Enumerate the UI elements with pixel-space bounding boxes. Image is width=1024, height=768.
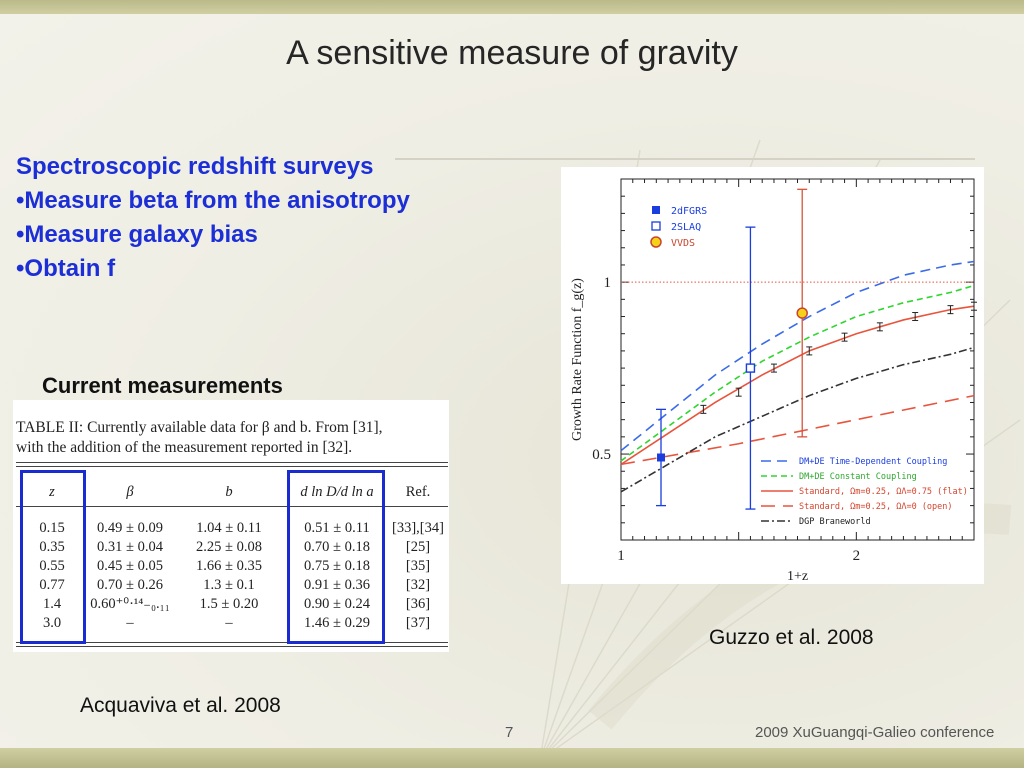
data-point-2dfgrs — [657, 453, 666, 462]
series-line — [620, 260, 975, 452]
table-cell: 1.04 ± 0.11 — [196, 520, 262, 536]
citation-guzzo: Guzzo et al. 2008 — [709, 626, 874, 649]
table-cell: 0.45 ± 0.05 — [97, 558, 163, 574]
bottom-bar — [0, 748, 1024, 768]
x-tick-label: 1 — [617, 548, 625, 564]
table-cell: [36] — [405, 596, 431, 612]
series-line — [620, 284, 975, 462]
bullet-item: •Measure beta from the anisotropy — [16, 187, 410, 214]
table-cell: 1.66 ± 0.35 — [196, 558, 262, 574]
highlight-z-column — [20, 470, 86, 644]
y-tick-label: 0.5 — [592, 447, 611, 463]
x-axis-label: 1+z — [787, 569, 808, 584]
table-cell: 0.35 — [39, 539, 65, 555]
table-cell: – — [225, 615, 233, 631]
table-cell: [33],[34] — [392, 520, 444, 536]
footer-text: 2009 XuGuangqi-Galieo conference — [755, 724, 995, 741]
table-cell: 0.70 ± 0.26 — [97, 577, 163, 593]
table-cell: [37] — [405, 615, 431, 631]
citation-acquaviva: Acquaviva et al. 2008 — [80, 694, 281, 717]
table-cell: 0.70 ± 0.18 — [304, 539, 370, 555]
legend-marker-2slaq — [651, 221, 661, 231]
current-measurements-heading: Current measurements — [42, 373, 283, 398]
growth-rate-chart: 1 2 0.5 1 1+z Growth Rate Function f_g(z) 2dFG… — [561, 167, 984, 584]
table-header-dlnd: d ln D/d ln a — [300, 484, 374, 500]
table-cell: 2.25 ± 0.08 — [196, 539, 262, 555]
top-bar — [0, 0, 1024, 14]
bullet-heading: Spectroscopic redshift surveys — [16, 153, 374, 180]
table-cell: 0.49 ± 0.09 — [97, 520, 163, 536]
table-cell: 1.46 ± 0.29 — [304, 615, 370, 631]
table-rule — [16, 466, 448, 467]
data-point-vvds — [796, 307, 808, 319]
table-caption-line: with the addition of the measurement rep… — [16, 439, 353, 456]
table-cell: 0.31 ± 0.04 — [97, 539, 163, 555]
legend-point-label: 2dFGRS — [671, 206, 707, 217]
table-rule — [16, 642, 448, 643]
table-rule — [16, 506, 448, 507]
table-cell: 0.75 ± 0.18 — [304, 558, 370, 574]
table-cell: 0.60⁺⁰·¹⁴₋₀.₁₁ — [90, 596, 170, 612]
table-cell: 0.91 ± 0.36 — [304, 577, 370, 593]
bullet-item: •Obtain f — [16, 255, 116, 282]
table-rule — [16, 462, 448, 463]
table-cell: 1.5 ± 0.20 — [199, 596, 259, 612]
table-header-z: z — [49, 484, 55, 500]
table-cell: [35] — [405, 558, 431, 574]
chart-svg: 1 2 0.5 1 1+z Growth Rate Function f_g(z) 2dFG… — [570, 178, 977, 584]
table-cell: 0.15 — [39, 520, 65, 536]
y-tick-label: 1 — [604, 275, 612, 291]
y-axis-label: Growth Rate Function f_g(z) — [570, 278, 585, 441]
series-line — [620, 346, 975, 493]
table-cell: – — [126, 615, 134, 631]
bullet-list: Spectroscopic redshift surveys •Measure … — [16, 150, 410, 286]
slide-title: A sensitive measure of gravity — [286, 34, 738, 72]
table-caption-line: TABLE II: Currently available data for β… — [16, 419, 383, 436]
series-line — [620, 394, 975, 466]
title-divider — [395, 158, 975, 160]
table-cell: 0.51 ± 0.11 — [304, 520, 370, 536]
x-tick-label: 2 — [853, 548, 861, 564]
table-cell: 0.77 — [39, 577, 65, 593]
table-cell: [25] — [405, 539, 431, 555]
data-point-2slaq — [745, 363, 756, 373]
table-header-b: b — [225, 484, 233, 500]
legend-point-label: VVDS — [671, 238, 695, 249]
table-header-ref: Ref. — [405, 484, 431, 500]
legend-line-label: DM+DE Time-Dependent Coupling — [799, 457, 947, 467]
series-line — [620, 305, 975, 466]
plot-frame — [620, 178, 975, 541]
table-caption: TABLE II: Currently available data for β… — [16, 418, 448, 458]
legend-line-label: DM+DE Constant Coupling — [799, 472, 917, 482]
table-cell: 1.3 ± 0.1 — [203, 577, 255, 593]
table-cell: [32] — [405, 577, 431, 593]
legend-line-label: DGP Braneworld — [799, 517, 871, 527]
table-cell: 1.4 — [42, 596, 62, 612]
table-cell: 0.55 — [39, 558, 65, 574]
table-rule — [16, 646, 448, 647]
legend-marker-2dfgrs — [652, 206, 660, 214]
legend-point-label: 2SLAQ — [671, 222, 701, 233]
page-number: 7 — [505, 724, 514, 741]
table-cell: 3.0 — [42, 615, 62, 631]
legend-marker-vvds — [650, 236, 662, 248]
bullet-item: •Measure galaxy bias — [16, 221, 258, 248]
legend-line-label: Standard, Ωm=0.25, ΩΛ=0 (open) — [799, 502, 953, 512]
legend-line-label: Standard, Ωm=0.25, ΩΛ=0.75 (flat) — [799, 487, 968, 497]
table-header-beta: β — [126, 484, 134, 500]
highlight-growth-column — [287, 470, 385, 644]
table-cell: 0.90 ± 0.24 — [304, 596, 370, 612]
data-table-image: TABLE II: Currently available data for β… — [13, 400, 449, 652]
